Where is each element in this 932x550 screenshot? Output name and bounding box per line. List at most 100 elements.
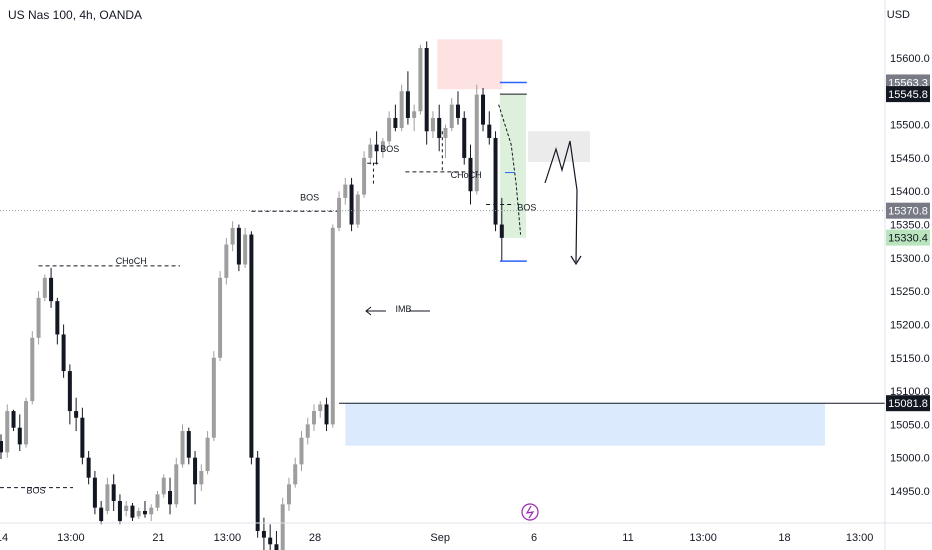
- lightning-icon[interactable]: [521, 503, 539, 521]
- candle[interactable]: [130, 502, 135, 521]
- candle[interactable]: [30, 331, 35, 405]
- candle[interactable]: [387, 111, 392, 145]
- candle[interactable]: [168, 477, 173, 515]
- forecast-zigzag[interactable]: [544, 140, 578, 263]
- candle[interactable]: [499, 197, 504, 262]
- price-tag[interactable]: 15545.8: [886, 86, 930, 103]
- candle[interactable]: [324, 397, 329, 432]
- candle[interactable]: [236, 224, 241, 272]
- candle[interactable]: [24, 397, 29, 448]
- candle[interactable]: [405, 71, 410, 125]
- candle[interactable]: [374, 131, 379, 165]
- candle[interactable]: [49, 267, 54, 308]
- candle[interactable]: [0, 434, 3, 460]
- candle[interactable]: [249, 231, 254, 465]
- candle[interactable]: [124, 500, 129, 517]
- candle[interactable]: [74, 397, 79, 432]
- candle[interactable]: [293, 457, 298, 488]
- candle[interactable]: [255, 451, 260, 538]
- candle[interactable]: [343, 177, 348, 205]
- candle[interactable]: [186, 427, 191, 465]
- candle[interactable]: [305, 417, 310, 445]
- candle[interactable]: [330, 224, 335, 428]
- candle[interactable]: [481, 87, 486, 132]
- candle[interactable]: [437, 104, 442, 152]
- candle[interactable]: [111, 474, 116, 511]
- candle[interactable]: [430, 111, 435, 138]
- candle[interactable]: [80, 407, 85, 465]
- annotation-choch[interactable]: CHoCH: [451, 170, 482, 180]
- candle[interactable]: [199, 464, 204, 491]
- annotation-choch[interactable]: CHoCH: [116, 256, 147, 266]
- supply-zone[interactable]: [437, 39, 503, 90]
- price-tag[interactable]: 15370.8: [886, 202, 930, 219]
- candle[interactable]: [243, 227, 248, 268]
- candle[interactable]: [36, 291, 41, 345]
- candle[interactable]: [443, 124, 448, 158]
- candle[interactable]: [86, 451, 91, 485]
- candle[interactable]: [117, 494, 122, 525]
- candle[interactable]: [312, 404, 316, 432]
- candle[interactable]: [274, 530, 279, 550]
- candle[interactable]: [299, 431, 304, 472]
- candle[interactable]: [161, 474, 166, 498]
- candle[interactable]: [142, 500, 147, 518]
- candle[interactable]: [211, 351, 216, 442]
- candle[interactable]: [61, 324, 66, 378]
- annotation-imb[interactable]: IMB: [396, 304, 412, 314]
- annotation-bos[interactable]: BOS: [517, 203, 536, 213]
- candle[interactable]: [455, 91, 460, 125]
- candle[interactable]: [393, 104, 398, 132]
- candle[interactable]: [399, 84, 404, 132]
- candle[interactable]: [449, 97, 454, 132]
- candle[interactable]: [355, 191, 360, 228]
- candle[interactable]: [224, 237, 229, 285]
- candle[interactable]: [105, 477, 110, 515]
- candle[interactable]: [155, 491, 160, 511]
- candle[interactable]: [418, 44, 423, 115]
- price-tag[interactable]: 15081.8: [886, 395, 930, 412]
- candle[interactable]: [230, 221, 235, 252]
- candle[interactable]: [17, 414, 22, 452]
- candle[interactable]: [205, 431, 210, 475]
- candle[interactable]: [149, 504, 154, 521]
- candle[interactable]: [261, 517, 266, 550]
- candle[interactable]: [424, 41, 429, 145]
- demand-zone[interactable]: [345, 403, 825, 446]
- annotation-bos[interactable]: BOS: [380, 144, 399, 154]
- candle[interactable]: [92, 471, 97, 515]
- candle[interactable]: [268, 524, 273, 550]
- candle[interactable]: [337, 191, 342, 232]
- annotation-bos[interactable]: BOS: [27, 486, 46, 496]
- candle[interactable]: [193, 451, 198, 505]
- profit-zone[interactable]: [499, 94, 526, 238]
- candle[interactable]: [468, 144, 473, 205]
- candle[interactable]: [218, 271, 223, 362]
- candle[interactable]: [67, 364, 72, 425]
- candle[interactable]: [493, 131, 498, 232]
- candle[interactable]: [180, 424, 185, 468]
- projection-path[interactable]: [498, 104, 522, 235]
- candle[interactable]: [99, 500, 104, 525]
- target-zone[interactable]: [528, 131, 591, 162]
- candle[interactable]: [362, 151, 367, 198]
- currency-label[interactable]: USD: [886, 9, 910, 21]
- candle[interactable]: [286, 477, 291, 511]
- candle[interactable]: [412, 104, 417, 132]
- candle[interactable]: [474, 84, 479, 195]
- candle[interactable]: [174, 457, 179, 508]
- candle[interactable]: [349, 177, 354, 232]
- candle[interactable]: [55, 297, 60, 345]
- annotation-bos[interactable]: BOS: [300, 193, 319, 203]
- candle[interactable]: [487, 111, 492, 145]
- candle[interactable]: [368, 137, 373, 165]
- candle[interactable]: [462, 111, 467, 165]
- candle[interactable]: [136, 507, 141, 519]
- candle[interactable]: [280, 497, 285, 550]
- candle[interactable]: [380, 137, 385, 158]
- price-tag[interactable]: 15330.4: [886, 229, 930, 246]
- candle[interactable]: [318, 401, 323, 418]
- candle[interactable]: [11, 409, 16, 432]
- candle[interactable]: [5, 404, 10, 458]
